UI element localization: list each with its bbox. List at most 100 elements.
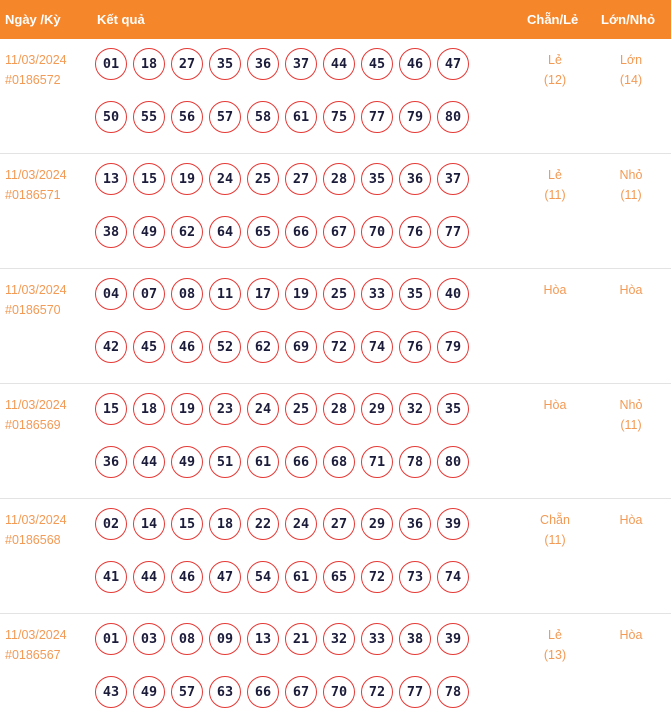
number-ball: 67 [323, 216, 355, 248]
number-ball: 66 [285, 216, 317, 248]
number-ball: 45 [133, 331, 165, 363]
parity-count: (11) [544, 188, 566, 202]
number-ball: 62 [171, 216, 203, 248]
size-result: Hòa [601, 280, 661, 300]
number-ball: 76 [399, 216, 431, 248]
number-ball: 58 [247, 101, 279, 133]
number-ball: 33 [361, 623, 393, 655]
result-numbers: 13 15 19 24 25 27 28 35 36 37 38 49 62 64 65 66 67 70 76 77 [95, 163, 475, 269]
draw-period[interactable]: #0186570 [5, 303, 61, 317]
number-ball: 15 [95, 393, 127, 425]
number-ball: 19 [285, 278, 317, 310]
parity-label: Lẻ [548, 168, 562, 182]
size-count: (11) [620, 188, 642, 202]
number-ball: 70 [323, 676, 355, 708]
column-header-result: Kết quả [97, 12, 145, 27]
number-ball: 76 [399, 331, 431, 363]
draw-period[interactable]: #0186568 [5, 533, 61, 547]
number-ball: 66 [247, 676, 279, 708]
number-ball: 44 [133, 446, 165, 478]
number-ball: 49 [133, 676, 165, 708]
number-ball: 25 [323, 278, 355, 310]
draw-period[interactable]: #0186571 [5, 188, 61, 202]
size-label: Hòa [619, 628, 643, 642]
parity-label: Lẻ [548, 53, 562, 67]
number-ball: 44 [323, 48, 355, 80]
size-result: Hòa [601, 510, 661, 530]
number-ball: 29 [361, 393, 393, 425]
number-ball: 57 [209, 101, 241, 133]
number-ball: 72 [361, 561, 393, 593]
number-ball: 74 [437, 561, 469, 593]
number-ball: 19 [171, 393, 203, 425]
table-row: 11/03/2024 #0186567 01 03 08 09 13 21 32 33 38 39 43… [0, 614, 671, 715]
size-label: Hòa [619, 283, 643, 297]
draw-period[interactable]: #0186572 [5, 73, 61, 87]
result-numbers: 15 18 19 23 24 25 28 29 32 35 36 44 49 51 61 66 68 71 78 80 [95, 393, 475, 499]
number-ball: 21 [285, 623, 317, 655]
number-ball: 29 [361, 508, 393, 540]
size-count: (14) [619, 73, 643, 87]
number-ball: 77 [437, 216, 469, 248]
column-header-parity: Chẵn/Lẻ [527, 12, 579, 27]
size-label: Nhỏ [619, 168, 643, 182]
number-ball: 71 [361, 446, 393, 478]
number-ball: 39 [437, 508, 469, 540]
number-ball: 36 [399, 508, 431, 540]
number-ball: 35 [209, 48, 241, 80]
number-ball: 36 [399, 163, 431, 195]
number-ball: 27 [171, 48, 203, 80]
draw-period[interactable]: #0186567 [5, 648, 61, 662]
table-row: 11/03/2024 #0186572 01 18 27 35 36 37 44 45 46 47 50… [0, 39, 671, 154]
number-ball: 51 [209, 446, 241, 478]
draw-info: 11/03/2024 #0186568 [5, 510, 67, 550]
number-ball: 18 [133, 48, 165, 80]
number-ball: 42 [95, 331, 127, 363]
number-ball: 49 [133, 216, 165, 248]
parity-label: Hòa [543, 283, 567, 297]
number-ball: 57 [171, 676, 203, 708]
parity-result: Chẵn (11) [525, 510, 585, 550]
number-ball: 52 [209, 331, 241, 363]
draw-info: 11/03/2024 #0186569 [5, 395, 67, 435]
number-ball: 47 [437, 48, 469, 80]
number-ball: 08 [171, 623, 203, 655]
number-ball: 14 [133, 508, 165, 540]
number-ball: 02 [95, 508, 127, 540]
number-ball: 27 [285, 163, 317, 195]
number-ball: 72 [323, 331, 355, 363]
number-ball: 28 [323, 393, 355, 425]
size-label: Nhỏ [619, 398, 643, 412]
number-ball: 63 [209, 676, 241, 708]
number-ball: 07 [133, 278, 165, 310]
number-ball: 50 [95, 101, 127, 133]
number-ball: 24 [209, 163, 241, 195]
table-row: 11/03/2024 #0186569 15 18 19 23 24 25 28 29 32 35 36… [0, 384, 671, 499]
number-ball: 61 [285, 101, 317, 133]
number-ball: 61 [285, 561, 317, 593]
size-result: Lớn (14) [601, 50, 661, 90]
number-ball: 25 [247, 163, 279, 195]
parity-result: Hòa [525, 395, 585, 415]
number-ball: 38 [95, 216, 127, 248]
number-ball: 66 [285, 446, 317, 478]
draw-date: 11/03/2024 [5, 513, 67, 527]
number-ball: 67 [285, 676, 317, 708]
number-ball: 56 [171, 101, 203, 133]
number-ball: 46 [171, 561, 203, 593]
number-ball: 18 [133, 393, 165, 425]
result-numbers: 01 03 08 09 13 21 32 33 38 39 43 49 57 63 66 67 70 72 77 78 [95, 623, 475, 715]
number-ball: 13 [247, 623, 279, 655]
draw-period[interactable]: #0186569 [5, 418, 61, 432]
number-ball: 68 [323, 446, 355, 478]
size-result: Nhỏ (11) [601, 395, 661, 435]
number-ball: 35 [399, 278, 431, 310]
number-ball: 49 [171, 446, 203, 478]
number-ball: 18 [209, 508, 241, 540]
number-ball: 80 [437, 101, 469, 133]
size-label: Hòa [619, 513, 643, 527]
number-ball: 46 [171, 331, 203, 363]
number-ball: 37 [285, 48, 317, 80]
number-ball: 77 [399, 676, 431, 708]
column-header-size: Lớn/Nhỏ [601, 12, 656, 27]
